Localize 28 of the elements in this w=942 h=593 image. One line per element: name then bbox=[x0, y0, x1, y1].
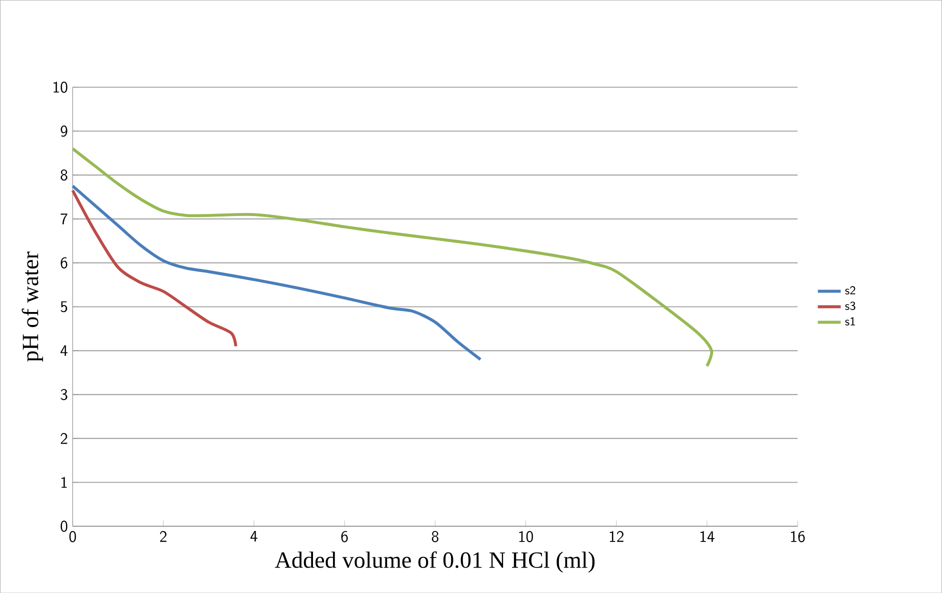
x-tick-label: 8 bbox=[432, 530, 438, 542]
y-tick-label: 1 bbox=[61, 476, 67, 488]
line-series bbox=[71, 188, 238, 348]
x-tick-label: 16 bbox=[791, 530, 805, 542]
y-axis-title: pH of water bbox=[22, 252, 44, 362]
y-tick-label: 4 bbox=[60, 345, 68, 356]
y-tick-label: 8 bbox=[60, 169, 68, 181]
line-series bbox=[71, 147, 714, 368]
x-tick-label: 0 bbox=[69, 530, 76, 542]
line-series bbox=[71, 184, 482, 361]
x-tick-label: 14 bbox=[700, 530, 714, 542]
x-axis-title: Added volume of 0.01 N HCl (ml) bbox=[274, 551, 595, 573]
x-tick-label: 4 bbox=[250, 530, 258, 542]
x-tick-label: 6 bbox=[341, 530, 348, 542]
x-tick-label: 10 bbox=[519, 530, 533, 542]
y-tick-label: 3 bbox=[60, 388, 68, 400]
y-tick-label: 10 bbox=[54, 82, 68, 93]
x-tick-label: 12 bbox=[610, 530, 624, 542]
y-tick-label: 5 bbox=[60, 301, 68, 312]
x-tick-label: 2 bbox=[160, 530, 166, 542]
legend-label: s2 bbox=[845, 286, 856, 294]
y-tick-label: 0 bbox=[60, 520, 68, 532]
legend-label: s3 bbox=[845, 302, 856, 310]
y-tick-label: 6 bbox=[60, 257, 68, 268]
y-tick-label: 9 bbox=[60, 125, 68, 137]
y-tick-label: 2 bbox=[60, 432, 68, 444]
y-tick-label: 7 bbox=[60, 213, 68, 224]
legend-label: s1 bbox=[845, 317, 855, 326]
